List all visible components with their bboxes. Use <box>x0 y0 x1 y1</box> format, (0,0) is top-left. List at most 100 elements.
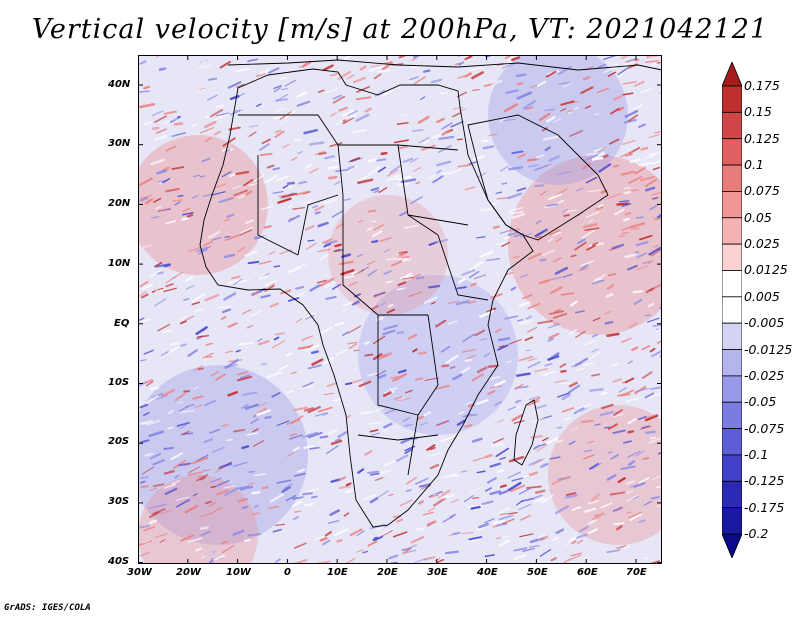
velocity-streak <box>461 531 475 535</box>
velocity-streak <box>367 158 378 163</box>
velocity-streak <box>191 123 198 127</box>
velocity-streak <box>363 340 371 346</box>
velocity-streak <box>223 363 238 369</box>
velocity-streak <box>577 539 584 545</box>
velocity-streak <box>302 312 316 320</box>
velocity-streak <box>284 110 295 118</box>
velocity-streak <box>561 393 571 401</box>
velocity-streak <box>409 76 419 81</box>
velocity-streak <box>438 135 455 140</box>
velocity-streak <box>501 241 510 247</box>
lon-label: 10E <box>327 567 348 578</box>
velocity-streak <box>517 319 524 322</box>
velocity-streak <box>252 512 261 515</box>
velocity-streak <box>649 59 662 68</box>
velocity-streak <box>644 392 655 399</box>
velocity-streak <box>343 55 355 61</box>
velocity-streak <box>163 483 176 489</box>
velocity-streak <box>220 540 228 545</box>
velocity-streak <box>176 421 190 427</box>
velocity-streak <box>199 175 205 178</box>
velocity-streak <box>343 512 350 517</box>
velocity-streak <box>376 158 387 162</box>
velocity-streak <box>547 238 553 243</box>
velocity-streak <box>192 395 204 400</box>
velocity-streak <box>616 545 628 550</box>
velocity-streak <box>580 407 588 413</box>
velocity-streak <box>509 206 523 213</box>
velocity-streak <box>340 269 355 276</box>
velocity-streak <box>171 132 186 138</box>
velocity-streak <box>499 118 505 123</box>
velocity-streak <box>155 128 167 134</box>
velocity-streak <box>604 426 610 429</box>
velocity-streak <box>640 146 649 151</box>
velocity-streak <box>452 373 463 381</box>
velocity-streak <box>184 504 199 514</box>
velocity-streak <box>200 476 206 481</box>
velocity-streak <box>645 287 655 294</box>
colorbar-label: -0.0125 <box>744 341 793 357</box>
velocity-streak <box>180 534 195 542</box>
lat-label: 30N <box>108 138 131 149</box>
velocity-streak <box>390 375 400 380</box>
velocity-streak <box>150 452 162 460</box>
velocity-streak <box>571 540 577 545</box>
velocity-streak <box>219 60 232 69</box>
velocity-streak <box>451 499 460 503</box>
lon-label: 50E <box>527 567 548 578</box>
lat-label: 10N <box>108 258 131 269</box>
velocity-streak <box>488 133 498 137</box>
velocity-streak <box>633 298 643 305</box>
lon-label: 60E <box>577 567 598 578</box>
velocity-streak <box>501 182 508 185</box>
velocity-streak <box>548 332 560 340</box>
velocity-streak <box>165 276 177 284</box>
velocity-streak <box>298 63 308 69</box>
velocity-streak <box>506 56 514 61</box>
velocity-streak <box>201 157 211 163</box>
velocity-streak <box>261 363 267 366</box>
velocity-streak <box>256 402 267 408</box>
velocity-streak <box>639 234 653 241</box>
velocity-streak <box>139 359 147 362</box>
velocity-streak <box>265 174 278 184</box>
velocity-streak <box>497 337 511 342</box>
velocity-streak <box>203 240 214 247</box>
velocity-streak <box>575 330 586 339</box>
velocity-streak <box>355 113 370 122</box>
velocity-streak <box>431 134 441 139</box>
velocity-streak <box>484 518 495 524</box>
velocity-streak <box>377 373 387 379</box>
velocity-streak <box>452 531 461 536</box>
velocity-streak <box>496 523 508 527</box>
velocity-streak <box>347 165 355 170</box>
velocity-streak <box>621 224 637 231</box>
velocity-streak <box>289 432 298 437</box>
velocity-streak <box>638 477 650 484</box>
velocity-streak <box>427 284 441 289</box>
velocity-streak <box>601 154 609 159</box>
velocity-streak <box>247 482 255 486</box>
velocity-streak <box>273 265 281 268</box>
velocity-streak <box>606 474 617 481</box>
colorbar-box <box>722 164 742 192</box>
velocity-streak <box>139 177 153 186</box>
velocity-streak <box>570 254 577 258</box>
velocity-streak <box>599 411 614 417</box>
field-patch <box>138 135 268 275</box>
velocity-streak <box>568 554 582 561</box>
velocity-streak <box>426 444 436 451</box>
colorbar-box <box>722 85 742 113</box>
velocity-streak <box>260 152 273 157</box>
velocity-streak <box>187 349 198 357</box>
velocity-streak <box>285 390 294 394</box>
border-3 <box>338 144 439 236</box>
velocity-streak <box>208 501 217 508</box>
velocity-streak <box>641 371 653 379</box>
velocity-streak <box>326 382 337 388</box>
velocity-streak <box>560 369 567 373</box>
velocity-streak <box>581 362 595 366</box>
velocity-streak <box>160 388 176 398</box>
velocity-streak <box>436 160 452 167</box>
